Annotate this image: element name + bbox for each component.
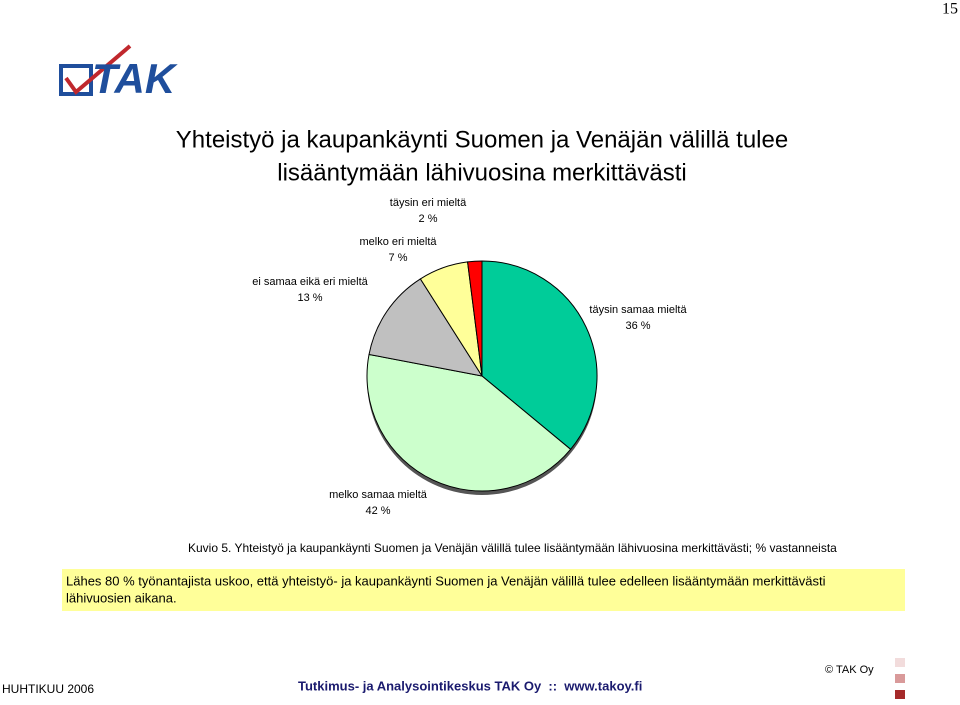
slice-value-label: 7 % (389, 252, 408, 264)
summary-text: lähivuosien aikana. (66, 590, 177, 605)
logo-text: TAK (92, 55, 178, 102)
slice-label: täysin eri mieltä (390, 197, 467, 209)
pie (366, 260, 598, 495)
decor (895, 690, 905, 699)
slice-value-label: 36 % (625, 320, 650, 332)
decor (895, 658, 905, 667)
chart-title: Yhteistyö ja kaupankäynti Suomen ja Venä… (176, 126, 788, 153)
pie-slice (467, 260, 483, 377)
pie-slice (368, 278, 484, 377)
slice-value-label: 2 % (419, 213, 438, 225)
slice-value-label: 42 % (365, 505, 390, 517)
page-number: 15 (942, 1, 958, 18)
logo: TAK (59, 44, 178, 102)
slice-label: ei samaa eikä eri mieltä (252, 276, 368, 288)
summary-box (62, 569, 905, 611)
slice-label: täysin samaa mieltä (589, 304, 687, 316)
chart-title: lisääntymään lähivuosina merkittävästi (277, 159, 687, 186)
footer-organization: Tutkimus- ja Analysointikeskus TAK Oy ::… (298, 678, 642, 693)
logo-check (64, 44, 132, 95)
slice-label: melko samaa mieltä (329, 489, 428, 501)
pie-slice (366, 353, 572, 492)
pie-slice (481, 260, 598, 451)
footer-date: HUHTIKUU 2006 (2, 682, 94, 696)
slice-value-label: 13 % (297, 292, 322, 304)
slice-label: melko eri mieltä (359, 236, 437, 248)
footer-copyright: © TAK Oy (825, 664, 874, 676)
caption: Kuvio 5. Yhteistyö ja kaupankäynti Suome… (188, 541, 837, 555)
summary-text: Lähes 80 % työnantajista uskoo, että yht… (66, 573, 826, 588)
decor (895, 674, 905, 683)
